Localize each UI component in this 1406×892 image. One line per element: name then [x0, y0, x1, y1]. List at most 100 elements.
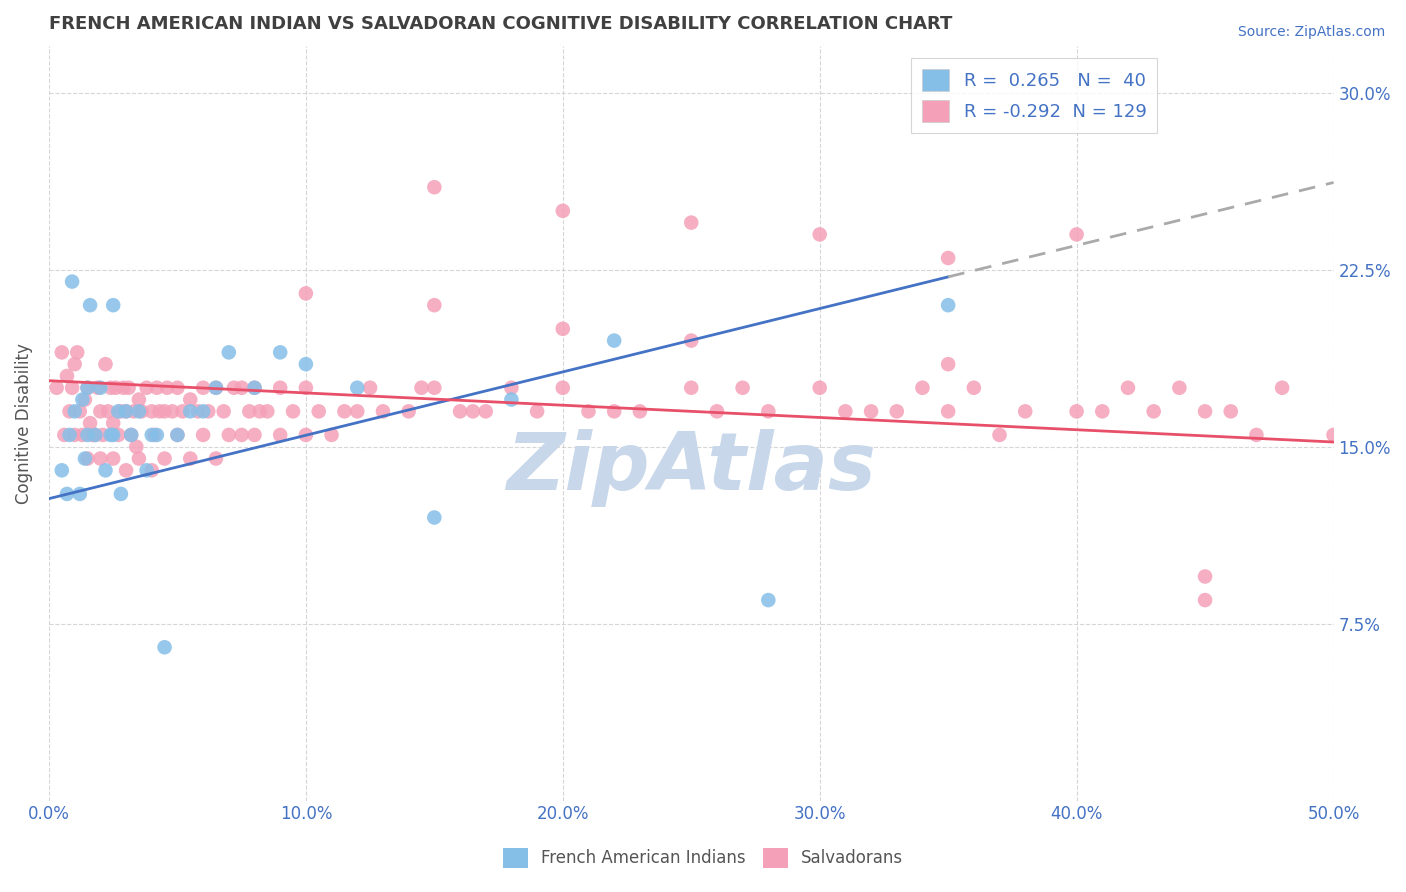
Point [243, 381, 266, 395]
Point [187, 404, 209, 418]
Point [82, 428, 104, 442]
Point [191, 404, 214, 418]
Point [988, 428, 1011, 442]
Point [51, 345, 73, 359]
Point [681, 216, 703, 230]
Point [79, 298, 101, 312]
Legend: French American Indians, Salvadorans: French American Indians, Salvadorans [496, 841, 910, 875]
Point [963, 381, 986, 395]
Point [526, 404, 548, 418]
Point [243, 381, 266, 395]
Point [603, 334, 626, 348]
Point [1194, 593, 1216, 607]
Point [1116, 381, 1139, 395]
Point [449, 404, 471, 418]
Point [603, 404, 626, 418]
Point [808, 227, 831, 242]
Point [295, 286, 318, 301]
Point [333, 404, 356, 418]
Point [153, 451, 176, 466]
Point [681, 381, 703, 395]
Point [166, 381, 188, 395]
Point [256, 404, 278, 418]
Point [84, 428, 107, 442]
Point [103, 451, 125, 466]
Point [179, 451, 201, 466]
Point [94, 463, 117, 477]
Point [153, 640, 176, 655]
Point [125, 440, 148, 454]
Point [89, 451, 111, 466]
Point [269, 381, 291, 395]
Point [205, 381, 228, 395]
Point [73, 392, 96, 407]
Point [706, 404, 728, 418]
Point [359, 381, 381, 395]
Point [87, 381, 110, 395]
Point [731, 381, 754, 395]
Point [628, 404, 651, 418]
Legend: R =  0.265   N =  40, R = -0.292  N = 129: R = 0.265 N = 40, R = -0.292 N = 129 [911, 59, 1157, 133]
Point [681, 334, 703, 348]
Point [60, 275, 83, 289]
Point [122, 404, 145, 418]
Point [321, 428, 343, 442]
Point [100, 428, 122, 442]
Point [423, 510, 446, 524]
Point [1143, 404, 1166, 418]
Point [501, 392, 523, 407]
Point [141, 428, 163, 442]
Point [551, 203, 574, 218]
Point [112, 381, 135, 395]
Point [91, 428, 114, 442]
Point [191, 428, 214, 442]
Point [1322, 428, 1344, 442]
Point [936, 251, 959, 265]
Point [281, 404, 304, 418]
Point [135, 463, 157, 477]
Point [860, 404, 883, 418]
Point [474, 404, 496, 418]
Text: FRENCH AMERICAN INDIAN VS SALVADORAN COGNITIVE DISABILITY CORRELATION CHART: FRENCH AMERICAN INDIAN VS SALVADORAN COG… [49, 15, 952, 33]
Point [936, 357, 959, 371]
Point [76, 428, 98, 442]
Point [1014, 404, 1036, 418]
Point [551, 322, 574, 336]
Point [63, 357, 86, 371]
Point [243, 428, 266, 442]
Point [69, 487, 91, 501]
Point [58, 404, 80, 418]
Point [115, 404, 138, 418]
Point [141, 404, 163, 418]
Point [501, 381, 523, 395]
Point [104, 381, 127, 395]
Point [461, 404, 484, 418]
Point [231, 381, 253, 395]
Point [1066, 404, 1088, 418]
Point [231, 428, 253, 442]
Point [423, 298, 446, 312]
Point [911, 381, 934, 395]
Y-axis label: Cognitive Disability: Cognitive Disability [15, 343, 32, 504]
Point [103, 298, 125, 312]
Point [162, 404, 184, 418]
Point [1271, 381, 1294, 395]
Point [115, 463, 138, 477]
Point [578, 404, 600, 418]
Point [72, 392, 94, 407]
Text: Source: ZipAtlas.com: Source: ZipAtlas.com [1237, 25, 1385, 39]
Point [172, 404, 194, 418]
Point [141, 463, 163, 477]
Point [308, 404, 330, 418]
Point [936, 404, 959, 418]
Point [153, 404, 176, 418]
Point [191, 381, 214, 395]
Point [63, 428, 86, 442]
Point [1194, 404, 1216, 418]
Point [423, 381, 446, 395]
Point [103, 428, 125, 442]
Point [1219, 404, 1241, 418]
Point [135, 381, 157, 395]
Point [143, 428, 166, 442]
Point [398, 404, 420, 418]
